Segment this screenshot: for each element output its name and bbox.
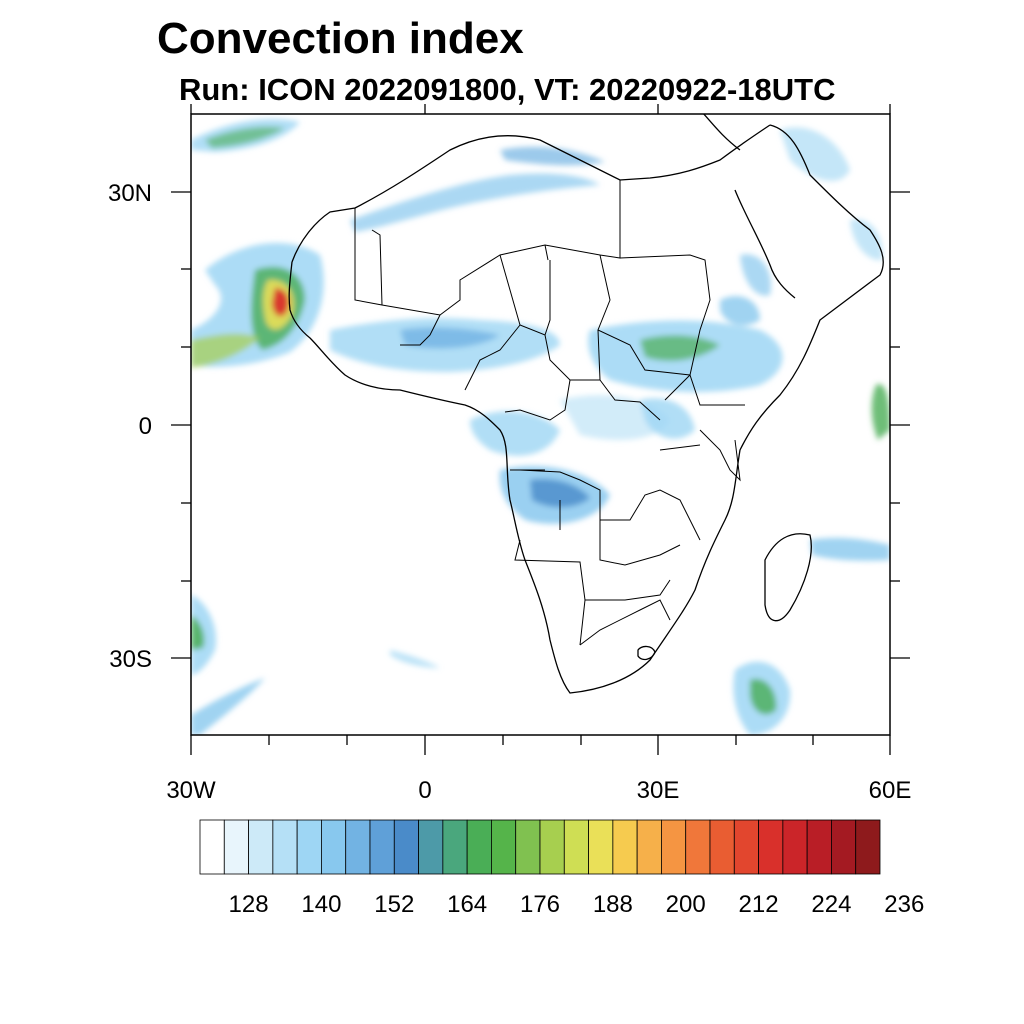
colorbar-label: 212 [739, 891, 779, 918]
colorbar-swatch [782, 819, 808, 875]
coastlines [288, 114, 884, 694]
colorbar-swatch [539, 819, 565, 875]
colorbar-swatch [563, 819, 589, 875]
colorbar-swatch [321, 819, 347, 875]
colorbar-swatch [491, 819, 517, 875]
x-tick-label: 0 [418, 777, 431, 804]
country-borders [354, 180, 745, 646]
colorbar-label: 200 [666, 891, 706, 918]
colorbar-swatch [272, 819, 298, 875]
colorbar-swatch [393, 819, 419, 875]
colorbar-label: 164 [447, 891, 487, 918]
colorbar-swatch [733, 819, 759, 875]
colorbar-swatch [636, 819, 662, 875]
colorbar-label: 236 [884, 891, 924, 918]
convection-field [191, 119, 890, 735]
colorbar-swatch [588, 819, 614, 875]
colorbar-swatch [442, 819, 468, 875]
colorbar-swatch [661, 819, 687, 875]
colorbar-swatch [296, 819, 322, 875]
colorbar-label: 176 [520, 891, 560, 918]
y-tick-label: 30S [109, 646, 152, 673]
colorbar: 128 140 152 164 176 188 200 212 224 236 [199, 819, 924, 918]
colorbar-swatch [345, 819, 371, 875]
colorbar-swatch [806, 819, 832, 875]
colorbar-label: 128 [229, 891, 269, 918]
colorbar-label: 188 [593, 891, 633, 918]
colorbar-swatch [369, 819, 395, 875]
colorbar-swatch [199, 819, 225, 875]
colorbar-swatch [685, 819, 711, 875]
colorbar-swatch [709, 819, 735, 875]
colorbar-swatch [248, 819, 274, 875]
colorbar-label: 152 [374, 891, 414, 918]
chart-title: Convection index [157, 14, 524, 63]
colorbar-swatch [758, 819, 784, 875]
colorbar-swatch [831, 819, 857, 875]
colorbar-swatch [515, 819, 541, 875]
x-tick-label: 60E [869, 777, 912, 804]
chart-subtitle: Run: ICON 2022091800, VT: 20220922-18UTC [179, 72, 836, 107]
colorbar-swatch [418, 819, 444, 875]
y-tick-label: 30N [108, 180, 152, 207]
colorbar-label: 140 [301, 891, 341, 918]
colorbar-swatch [612, 819, 638, 875]
x-tick-label: 30W [166, 777, 216, 804]
colorbar-swatch [466, 819, 492, 875]
y-tick-label: 0 [139, 413, 152, 440]
axis-ticks [171, 104, 910, 755]
x-tick-label: 30E [637, 777, 680, 804]
colorbar-swatch [855, 819, 881, 875]
colorbar-label: 224 [811, 891, 851, 918]
colorbar-swatch [223, 819, 249, 875]
